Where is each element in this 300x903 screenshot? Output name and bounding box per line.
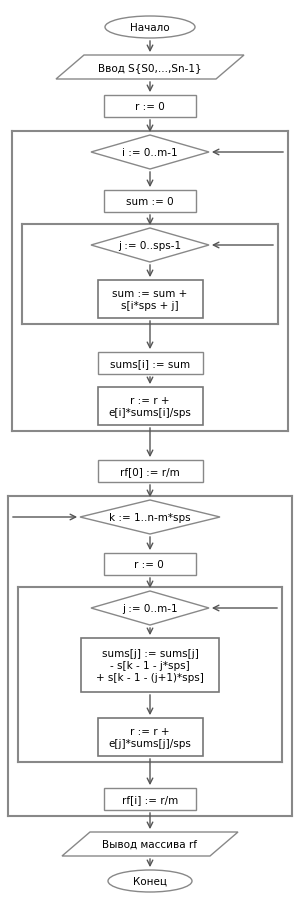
Polygon shape — [91, 135, 209, 170]
Polygon shape — [56, 56, 244, 79]
Ellipse shape — [108, 870, 192, 892]
Ellipse shape — [105, 17, 195, 39]
Text: r := 0: r := 0 — [134, 559, 166, 570]
Bar — [98, 387, 202, 425]
Bar — [104, 788, 196, 810]
Text: j := 0..m-1: j := 0..m-1 — [122, 603, 178, 613]
Text: sums[i] := sum: sums[i] := sum — [110, 358, 190, 368]
Text: Вывод массива rf: Вывод массива rf — [103, 839, 197, 849]
Text: Конец: Конец — [133, 876, 167, 886]
Bar — [98, 461, 202, 482]
Bar — [98, 718, 202, 756]
Polygon shape — [80, 500, 220, 535]
Polygon shape — [62, 832, 238, 856]
Text: Начало: Начало — [130, 23, 170, 33]
Text: r := 0: r := 0 — [135, 102, 165, 112]
Bar — [104, 554, 196, 575]
Text: r := r +
e[j]*sums[j]/sps: r := r + e[j]*sums[j]/sps — [109, 726, 191, 748]
Text: i := 0..m-1: i := 0..m-1 — [122, 148, 178, 158]
Bar — [98, 352, 202, 375]
Text: rf[i] := r/m: rf[i] := r/m — [122, 794, 178, 804]
Text: Ввод S{S0,...,Sn-1}: Ввод S{S0,...,Sn-1} — [98, 63, 202, 73]
Text: rf[0] := r/m: rf[0] := r/m — [120, 467, 180, 477]
Text: sum := sum +
s[i*sps + j]: sum := sum + s[i*sps + j] — [112, 289, 188, 311]
Bar — [104, 96, 196, 118]
Polygon shape — [91, 591, 209, 625]
Text: k := 1..n-m*sps: k := 1..n-m*sps — [109, 512, 191, 523]
Bar — [98, 281, 202, 319]
Bar — [104, 191, 196, 213]
Text: j := 0..sps-1: j := 0..sps-1 — [118, 241, 182, 251]
Text: sums[j] := sums[j]
- s[k - 1 - j*sps]
+ s[k - 1 - (j+1)*sps]: sums[j] := sums[j] - s[k - 1 - j*sps] + … — [96, 648, 204, 682]
Bar — [81, 638, 219, 693]
Text: r := r +
e[i]*sums[i]/sps: r := r + e[i]*sums[i]/sps — [109, 396, 191, 417]
Text: sum := 0: sum := 0 — [126, 197, 174, 207]
Polygon shape — [91, 228, 209, 263]
